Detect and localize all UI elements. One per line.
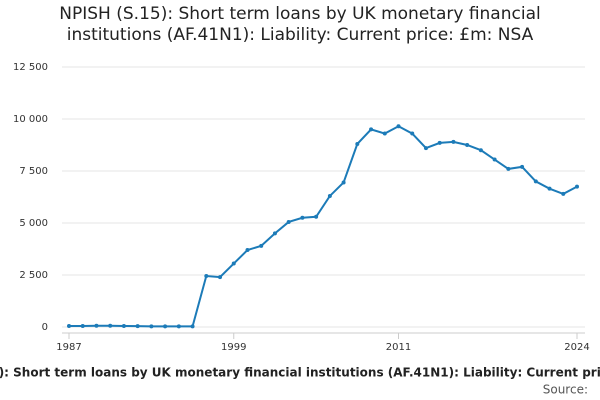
- data-point: [245, 248, 250, 253]
- data-point: [67, 323, 71, 328]
- data-point: [520, 164, 525, 169]
- data-point: [272, 231, 277, 236]
- footer-title: NPISH (S.15): Short term loans by UK mon…: [0, 366, 600, 380]
- data-point: [135, 324, 140, 329]
- chart-title: NPISH (S.15): Short term loans by UK mon…: [59, 4, 541, 45]
- data-point: [533, 179, 538, 184]
- data-point: [176, 324, 181, 329]
- data-point: [94, 323, 99, 328]
- x-tick-label: 2024: [564, 342, 589, 353]
- x-tick-label: 1987: [56, 342, 81, 353]
- data-point: [396, 124, 401, 129]
- data-point: [341, 180, 346, 185]
- data-point: [561, 191, 566, 196]
- data-point: [286, 219, 291, 224]
- data-point: [547, 186, 552, 191]
- data-point: [369, 127, 374, 132]
- data-point: [108, 323, 113, 328]
- y-tick-label: 0: [42, 322, 48, 333]
- y-tick-label: 5 000: [19, 218, 48, 229]
- data-point: [149, 324, 154, 329]
- title-box: NPISH (S.15): Short term loans by UK mon…: [59, 4, 541, 45]
- data-point: [314, 214, 319, 219]
- y-tick-label: 2 500: [19, 270, 48, 281]
- data-point: [300, 215, 305, 220]
- y-tick-label: 12 500: [13, 62, 48, 73]
- data-point: [327, 193, 332, 198]
- data-point: [465, 143, 470, 147]
- data-point: [218, 275, 223, 280]
- data-point: [423, 146, 428, 151]
- data-point: [382, 131, 387, 136]
- data-point: [355, 141, 360, 146]
- data-point: [451, 139, 456, 144]
- data-point: [204, 274, 209, 279]
- y-tick-label: 10 000: [13, 114, 48, 125]
- data-point: [80, 323, 85, 328]
- source-label: Source:: [543, 383, 588, 397]
- data-point: [259, 243, 264, 248]
- data-point: [437, 140, 442, 145]
- data-point: [121, 323, 126, 328]
- data-point: [410, 131, 415, 136]
- data-point: [231, 261, 236, 266]
- data-point: [190, 324, 195, 329]
- x-tick-label: 1999: [221, 342, 246, 353]
- data-point: [478, 148, 483, 153]
- data-point: [506, 166, 511, 171]
- data-point: [163, 324, 168, 329]
- data-point: [492, 157, 497, 162]
- data-line: [69, 125, 578, 328]
- x-tick-label: 2011: [386, 342, 411, 353]
- y-tick-label: 7 500: [19, 166, 48, 177]
- data-point: [575, 184, 579, 189]
